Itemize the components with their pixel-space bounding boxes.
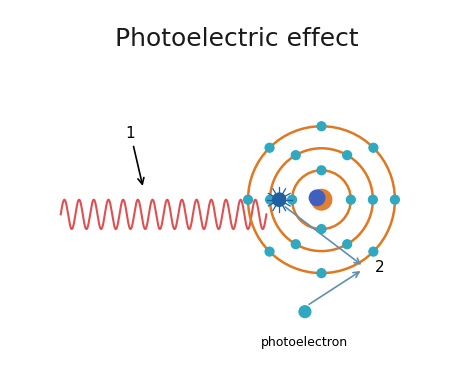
Circle shape (273, 193, 286, 206)
Circle shape (311, 189, 332, 210)
Circle shape (244, 195, 253, 204)
Circle shape (317, 122, 326, 131)
Circle shape (288, 195, 297, 204)
Circle shape (317, 225, 326, 233)
Circle shape (265, 143, 274, 152)
Circle shape (391, 195, 399, 204)
Circle shape (317, 269, 326, 278)
Circle shape (265, 195, 274, 204)
Circle shape (368, 195, 377, 204)
Circle shape (292, 240, 300, 249)
Text: 1: 1 (126, 126, 144, 184)
Circle shape (292, 151, 300, 159)
Text: 2: 2 (375, 260, 384, 275)
Circle shape (299, 306, 311, 317)
Circle shape (343, 240, 352, 249)
Circle shape (369, 143, 378, 152)
Circle shape (317, 166, 326, 175)
Circle shape (310, 190, 325, 206)
Circle shape (369, 247, 378, 256)
Circle shape (265, 247, 274, 256)
Text: Photoelectric effect: Photoelectric effect (115, 27, 359, 51)
Circle shape (346, 195, 355, 204)
Circle shape (343, 151, 352, 159)
Text: photoelectron: photoelectron (261, 336, 348, 349)
